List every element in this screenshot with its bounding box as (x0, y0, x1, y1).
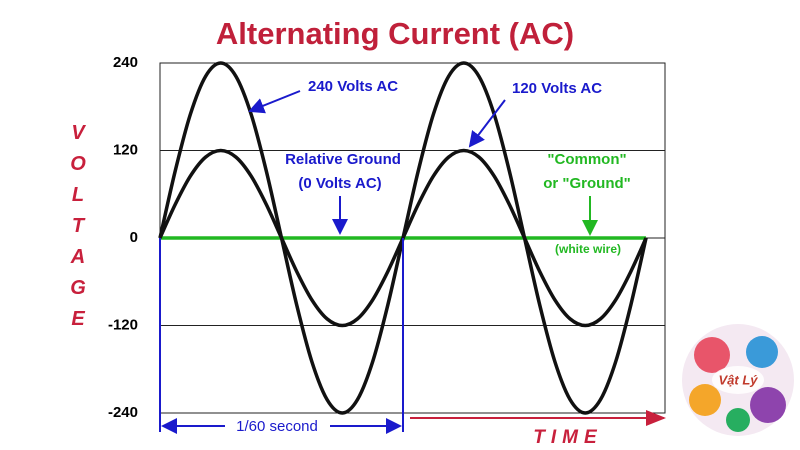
y-tick-label: -240 (108, 404, 138, 421)
y-tick-label: 0 (130, 229, 138, 246)
logo-shape (726, 408, 750, 432)
y-tick-label: 120 (113, 141, 138, 158)
annotation: "Common" (547, 151, 626, 168)
y-tick-label: -120 (108, 316, 138, 333)
logo: Vật Lý (682, 324, 794, 436)
logo-text: Vật Lý (718, 372, 758, 387)
annotation: Relative Ground (285, 151, 401, 168)
annotation: 120 Volts AC (512, 80, 602, 97)
arrow (468, 99, 506, 148)
logo-shape (750, 387, 786, 423)
annotation: 1/60 second (236, 418, 318, 435)
annotation: (0 Volts AC) (298, 175, 381, 192)
logo-shape (689, 384, 721, 416)
arrow (248, 90, 301, 114)
logo-shape (746, 336, 778, 368)
annotation: 240 Volts AC (308, 78, 398, 95)
logo-shape (712, 366, 764, 394)
x-axis-label: TIME (533, 427, 602, 448)
annotation: or "Ground" (543, 175, 631, 192)
annotation: (white wire) (555, 242, 621, 256)
y-axis-label: VOLTAGE (67, 122, 89, 339)
chart-title: Alternating Current (AC) (216, 16, 574, 51)
y-tick-label: 240 (113, 54, 138, 71)
logo-shape (694, 337, 730, 373)
